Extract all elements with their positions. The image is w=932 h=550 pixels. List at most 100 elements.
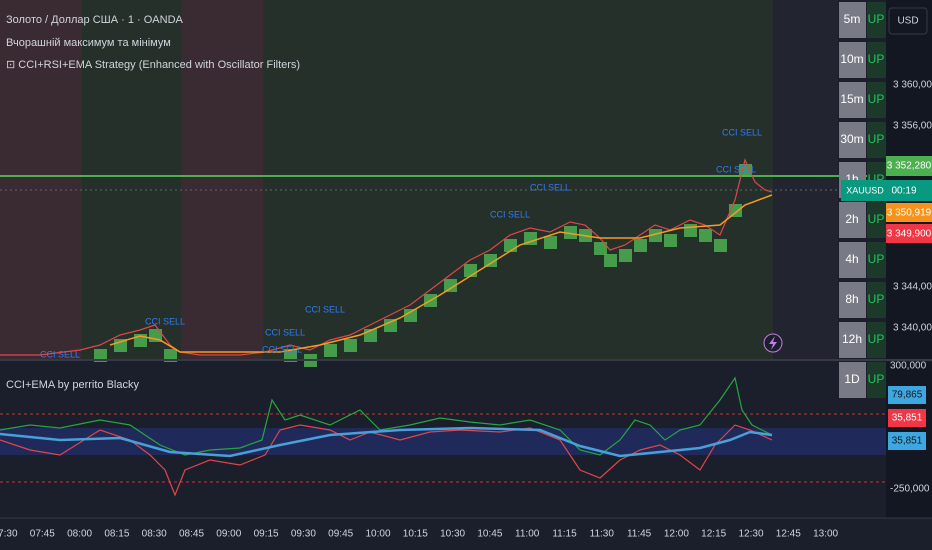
- tf-cell: [839, 2, 866, 38]
- time-tick: 09:30: [291, 529, 316, 540]
- trend-cell: [867, 2, 886, 38]
- signal-box: [284, 349, 297, 362]
- currency-button[interactable]: [888, 7, 928, 35]
- trend-label: UP: [868, 212, 885, 226]
- time-tick: 11:00: [515, 529, 540, 540]
- time-tick: 10:45: [477, 529, 502, 540]
- signal-box: [404, 309, 417, 322]
- price-label: 3 352,280: [887, 161, 932, 172]
- signal-box: [634, 239, 647, 252]
- signal-box: [164, 349, 177, 362]
- signal-box: [714, 239, 727, 252]
- price-tick: 3 360,000: [893, 80, 932, 91]
- signal-box: [649, 229, 662, 242]
- tf-cell: [839, 122, 866, 158]
- signal-box: [604, 254, 617, 267]
- time-tick: 10:15: [403, 529, 428, 540]
- time-tick: 09:45: [328, 529, 353, 540]
- time-axis: 07:30 07:45 08:00 08:15 08:30 08:45 09:00 09:15…: [0, 529, 839, 540]
- trend-label: UP: [868, 332, 885, 346]
- signals: CCI SELL CCI SELL CCI SELL CCI SELL CCI SELL…: [40, 127, 762, 359]
- time-tick: 09:15: [254, 529, 279, 540]
- rsi-line: [0, 424, 773, 497]
- symbol-label-bg: [841, 180, 932, 201]
- tf-cell: [839, 202, 866, 238]
- signal-box: [444, 279, 457, 292]
- trend-label: UP: [868, 252, 885, 266]
- trend-label: UP: [868, 92, 885, 106]
- price-tick: 3 356,000: [893, 121, 932, 132]
- future-area: [773, 0, 838, 360]
- session-shade: [181, 0, 263, 360]
- signal-box: [464, 264, 477, 277]
- session-shade: [0, 0, 82, 360]
- signal-label: CCI SELL: [722, 127, 762, 137]
- tf-label: 2h: [845, 212, 858, 226]
- time-tick: 08:00: [67, 529, 92, 540]
- value-label-bg: [888, 409, 926, 427]
- tf-cell: [839, 322, 866, 358]
- price-tick: 3 340,000: [893, 323, 932, 334]
- trend-cell: [867, 322, 886, 358]
- value-label-bg: [888, 432, 926, 450]
- time-tick: 08:45: [179, 529, 204, 540]
- time-tick: 12:15: [701, 529, 726, 540]
- signal-box: [344, 339, 357, 352]
- signal-box: [564, 226, 577, 239]
- time-tick: 09:00: [216, 529, 241, 540]
- signal-label: CCI SELL: [716, 164, 756, 174]
- session-shade: [263, 0, 773, 360]
- ema-line: [109, 194, 773, 353]
- trend-cell: [867, 242, 886, 278]
- trend-label: UP: [868, 372, 885, 386]
- countdown: 00:19: [891, 186, 916, 197]
- trend-cell: [867, 282, 886, 318]
- tf-cell: [839, 42, 866, 78]
- trend-cell: [867, 122, 886, 158]
- signal-box: [384, 319, 397, 332]
- signal-box: [619, 249, 632, 262]
- trend-cell: [867, 82, 886, 118]
- signal-box: [684, 224, 697, 237]
- symbol-label: XAUUSD: [846, 185, 884, 195]
- signal-label: CCI SELL: [40, 349, 80, 359]
- tf-cell: [839, 282, 866, 318]
- signal-box: [664, 234, 677, 247]
- currency[interactable]: USD: [897, 16, 918, 27]
- tf-label: 8h: [845, 292, 858, 306]
- tf-label: 5m: [844, 12, 861, 26]
- tf-label: 4h: [845, 252, 858, 266]
- time-tick: 07:30: [0, 529, 18, 540]
- ema-oscillator-line: [0, 426, 773, 458]
- trend-cell: [867, 42, 886, 78]
- signal-box: [594, 242, 607, 255]
- trend-label: UP: [868, 132, 885, 146]
- price-label: 3 350,919: [887, 208, 932, 219]
- signal-label: CCI SELL: [490, 209, 530, 219]
- time-tick: 11:30: [590, 529, 615, 540]
- signal-label: CCI SELL: [265, 327, 305, 337]
- price-ticks: 3 360,000 3 356,000 3 344,000 3 340,000: [893, 80, 932, 334]
- oscillator-title: CCI+EMA by perrito Blacky: [6, 379, 139, 391]
- time-tick: 10:30: [440, 529, 465, 540]
- value-label-bg: [888, 386, 926, 404]
- price-label-bg: [886, 203, 932, 222]
- axis-tick: 300,000: [890, 361, 927, 372]
- signal-box: [699, 229, 712, 242]
- indicator-title: Вчорашній максимум та мінімум: [6, 37, 171, 49]
- trend-cell: [867, 202, 886, 238]
- tf-cell: [839, 242, 866, 278]
- price-tick: 3 344,000: [893, 282, 932, 293]
- signal-box: [544, 236, 557, 249]
- signal-box: [504, 239, 517, 252]
- value-label: 79,865: [892, 390, 923, 401]
- tf-cell: [839, 362, 866, 398]
- trend-label: UP: [868, 292, 885, 306]
- session-shade: [82, 0, 181, 360]
- value-label: 35,851: [892, 413, 923, 424]
- trend-cell: [867, 362, 886, 398]
- tf-label: 12h: [842, 332, 862, 346]
- trend-label: UP: [868, 12, 885, 26]
- price-label: 3 349,900: [887, 229, 932, 240]
- signal-label: CCI SELL: [145, 316, 185, 326]
